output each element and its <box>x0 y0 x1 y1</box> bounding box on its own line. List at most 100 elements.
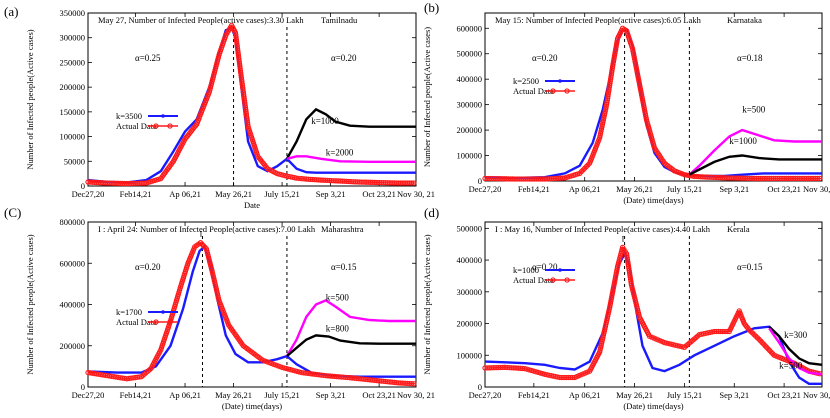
series-annotation: k=1000 <box>729 136 757 146</box>
data-point <box>526 367 532 373</box>
legend-label: k=1700 <box>116 307 142 317</box>
data-point <box>814 175 821 182</box>
data-point <box>408 180 415 186</box>
x-tick-label: Feb14,21 <box>518 184 550 194</box>
x-axis-label: (Date) time(days) <box>623 195 683 205</box>
x-tick-label: May 26,21 <box>616 184 653 194</box>
y-tick-label: 600000 <box>457 23 483 33</box>
legend-label: Actual Data <box>513 275 554 285</box>
y-axis-label: Number of Infected people(Active cases) <box>25 29 35 169</box>
data-point <box>296 175 302 181</box>
alpha-left-label: α=0.20 <box>532 53 558 63</box>
data-point <box>293 175 300 181</box>
plot-frame <box>87 12 417 187</box>
x-tick-label: Ap 06,21 <box>169 189 201 199</box>
y-tick-label: 400000 <box>60 300 86 310</box>
y-tick-label: 0 <box>478 382 482 392</box>
data-point <box>524 366 530 372</box>
x-tick-label: Oct 23,21 <box>767 390 801 400</box>
series-line-k-1000 <box>688 154 822 176</box>
x-axis-label: (Date) time(days) <box>222 401 282 411</box>
series-line-k-800 <box>286 334 416 358</box>
series-annotation: k=500 <box>779 361 803 371</box>
y-tick-label: 400000 <box>457 255 483 265</box>
y-tick-label: 800000 <box>60 217 86 227</box>
x-tick-label: Ap 06,21 <box>569 184 601 194</box>
x-axis-label: (Date) time(days) <box>623 401 683 411</box>
legend-swatch-marker <box>161 114 165 118</box>
x-tick-label: Dec27,20 <box>72 390 105 400</box>
alpha-right-label: α=0.15 <box>331 262 357 272</box>
y-tick-label: 0 <box>81 382 85 392</box>
y-tick-label: 300000 <box>60 33 86 43</box>
y-tick-label: 300000 <box>457 287 483 297</box>
y-tick-label: 0 <box>478 176 482 186</box>
series-line-k-3500 <box>87 26 416 184</box>
legend-label: Actual Data <box>116 121 157 131</box>
y-tick-label: 0 <box>81 181 85 191</box>
panel-label: (a) <box>4 4 18 19</box>
chart-panel-4: (d) 0 100000 200000 300000 400000 500000 Dec27,… <box>422 205 830 411</box>
x-tick-label: Sep 3,21 <box>719 184 749 194</box>
x-tick-label: July 15,21 <box>667 390 702 400</box>
chart-panel-3: (C) 0 200000 400000 600000 800000 Dec27,20 Feb1… <box>4 205 435 411</box>
panel-label: (b) <box>424 0 439 15</box>
chart-panel-1: (a) 0 50000 100000 150000 200000 250000 300000 3… <box>4 4 435 210</box>
x-tick-label: Sep 3,21 <box>316 189 346 199</box>
chart-title: I : May 16, Number of Infected People(ac… <box>495 224 711 234</box>
series-annotation: k=2000 <box>326 147 354 157</box>
data-point <box>408 380 415 387</box>
data-point <box>535 369 541 376</box>
peak-marker: I <box>622 234 625 243</box>
legend-label: Actual Data <box>116 317 157 327</box>
alpha-left-label: α=0.25 <box>135 53 161 63</box>
chart-title: May 27, Number of Infected People(active… <box>98 15 304 25</box>
region-label: Maharashtra <box>321 224 364 234</box>
alpha-left-label: α=0.20 <box>532 262 558 272</box>
region-label: Tamilnadu <box>321 15 358 25</box>
x-tick-label: Sep 3,21 <box>719 390 749 400</box>
series-line-k-500 <box>688 128 822 176</box>
legend-swatch-marker <box>167 123 173 129</box>
y-tick-label: 400000 <box>457 74 483 84</box>
y-tick-label: 350000 <box>60 8 86 18</box>
x-tick-label: Oct 23,21 <box>767 184 801 194</box>
x-tick-label: Ap 06,21 <box>569 390 601 400</box>
region-label: Karnataka <box>727 15 762 25</box>
series-line-k-2000 <box>286 155 416 163</box>
series-annotation: k=800 <box>326 323 350 333</box>
y-tick-label: 600000 <box>60 258 86 268</box>
y-tick-label: 200000 <box>457 125 483 135</box>
chart-panel-2: (b) 0 100000 200000 300000 400000 500000 600000… <box>422 0 830 205</box>
chart-title: May 15: Number of Infected People(active… <box>495 15 702 25</box>
data-point <box>533 369 539 375</box>
legend-swatch-marker <box>558 79 562 83</box>
x-tick-label: Ap 06,21 <box>169 390 201 400</box>
x-tick-label: Nov 30, 21 <box>803 390 830 400</box>
y-tick-label: 50000 <box>64 156 85 166</box>
legend-swatch-marker <box>550 277 556 283</box>
plot-frame <box>484 12 823 182</box>
series-line-k-500 <box>768 327 823 376</box>
legend-swatch-marker <box>564 88 570 94</box>
series-line-actual-data <box>484 27 822 180</box>
data-point <box>531 368 537 374</box>
y-tick-label: 250000 <box>60 57 86 67</box>
legend-swatch-marker <box>558 268 562 272</box>
series-line-k-2500 <box>484 28 822 180</box>
y-tick-label: 200000 <box>60 82 86 92</box>
data-point <box>411 381 417 387</box>
y-tick-label: 500000 <box>457 223 483 233</box>
legend-label: Actual Data <box>513 86 554 96</box>
legend-swatch-marker <box>153 123 159 129</box>
y-axis-label: Number of Infected people(Active cases) <box>422 234 432 374</box>
legend-label: k=1000 <box>513 265 539 275</box>
x-tick-label: Dec27,20 <box>469 390 502 400</box>
x-axis-label: Date <box>244 200 260 210</box>
data-point <box>298 175 305 182</box>
x-tick-label: July 15,21 <box>667 184 702 194</box>
